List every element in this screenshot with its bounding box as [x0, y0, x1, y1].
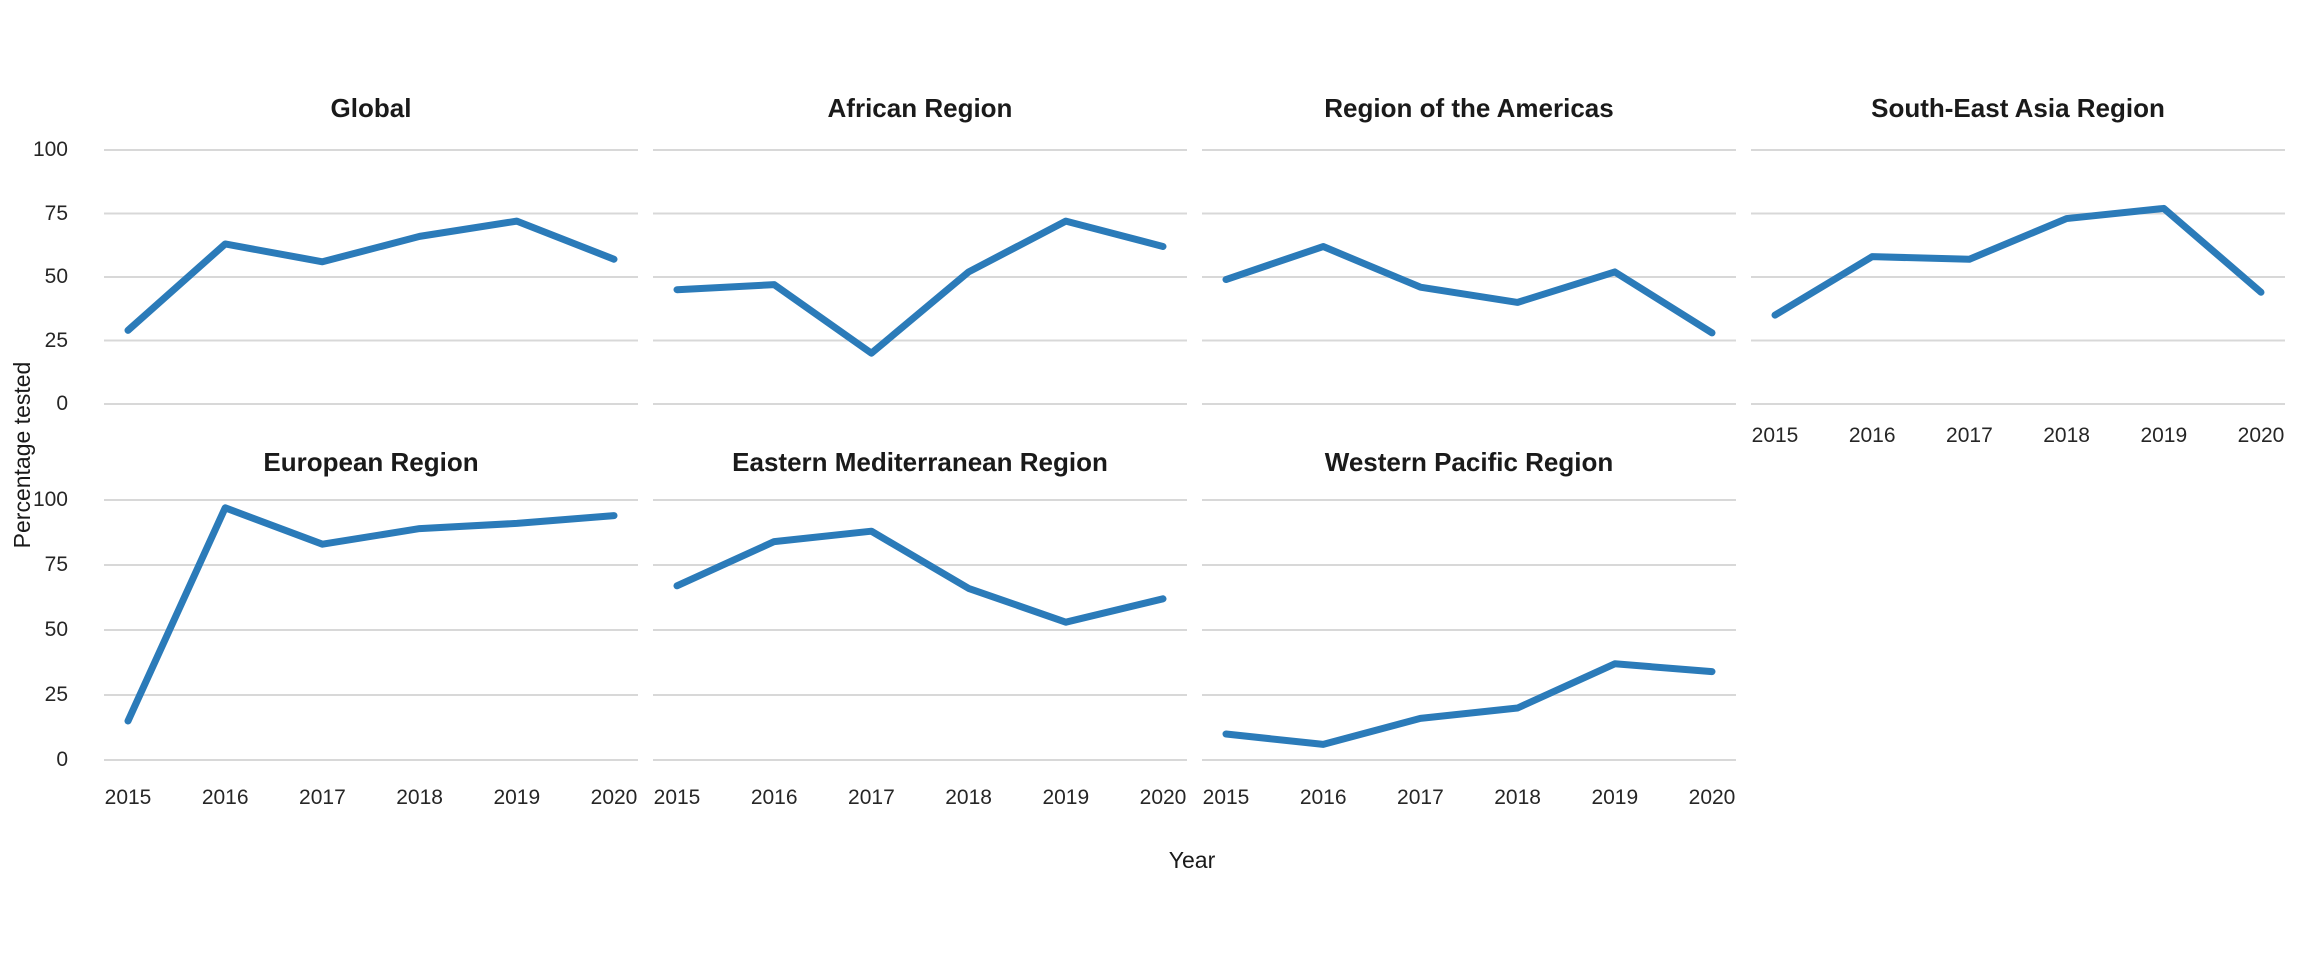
line-chart-panel-eastern-mediterranean-region	[653, 499, 1187, 761]
x-tick-label: 2018	[396, 786, 443, 809]
x-tick-label: 2020	[1688, 786, 1736, 809]
x-tick-label: 2015	[653, 786, 701, 809]
panel-title-eastern-mediterranean-region: Eastern Mediterranean Region	[732, 447, 1108, 477]
x-tick-label: 2020	[590, 786, 638, 809]
panel-title-western-pacific-region: Western Pacific Region	[1324, 447, 1614, 477]
y-tick-label: 25	[44, 683, 68, 706]
line-chart-panel-region-of-the-americas	[1202, 149, 1736, 405]
line-chart-panel-global	[104, 149, 638, 405]
x-tick-label: 2016	[750, 786, 798, 809]
panel-title-south-east-asia-region: South-East Asia Region	[1871, 93, 2165, 123]
line-chart-panel-european-region	[104, 499, 638, 761]
y-tick-label: 75	[44, 201, 68, 225]
panel-title-european-region: European Region	[263, 447, 479, 477]
x-tick-label: 2018	[1494, 786, 1541, 809]
x-tick-label: 2016	[201, 786, 249, 809]
y-tick-label: 0	[56, 392, 68, 415]
x-tick-label: 2017	[1397, 786, 1444, 809]
x-tick-label: 2019	[2140, 424, 2188, 447]
y-tick-label: 0	[56, 748, 68, 771]
line-chart-panel-western-pacific-region	[1202, 499, 1736, 761]
data-line	[1222, 660, 1716, 748]
x-tick-label: 2017	[848, 786, 895, 809]
data-line	[673, 217, 1167, 357]
x-tick-label: 2017	[1946, 424, 1993, 447]
panel-title-african-region: African Region	[827, 93, 1013, 123]
x-tick-label: 2017	[299, 786, 346, 809]
x-tick-label: 2016	[1299, 786, 1347, 809]
y-tick-label: 50	[44, 265, 68, 288]
y-tick-label: 100	[32, 488, 68, 511]
data-line	[1771, 204, 2265, 319]
data-line	[1222, 243, 1716, 337]
y-tick-label: 50	[44, 618, 68, 641]
line-chart-panel-south-east-asia-region	[1751, 149, 2285, 405]
x-tick-label: 2015	[104, 786, 152, 809]
x-tick-label: 2019	[493, 786, 541, 809]
y-tick-label: 75	[44, 553, 68, 576]
y-tick-label: 25	[44, 328, 68, 352]
x-tick-label: 2020	[2237, 424, 2285, 447]
x-axis-title: Year	[1168, 847, 1216, 873]
data-line	[673, 527, 1167, 626]
panel-title-region-of-the-americas: Region of the Americas	[1324, 93, 1614, 123]
x-tick-label: 2019	[1591, 786, 1639, 809]
data-line	[124, 504, 618, 725]
x-tick-label: 2018	[945, 786, 992, 809]
x-tick-label: 2016	[1848, 424, 1896, 447]
x-tick-label: 2020	[1139, 786, 1187, 809]
x-tick-label: 2015	[1202, 786, 1250, 809]
data-line	[124, 217, 618, 334]
x-tick-label: 2015	[1751, 424, 1799, 447]
panel-title-global: Global	[330, 93, 412, 123]
x-tick-label: 2019	[1042, 786, 1090, 809]
line-chart-panel-african-region	[653, 149, 1187, 405]
y-tick-label: 100	[32, 138, 68, 161]
x-tick-label: 2018	[2043, 424, 2090, 447]
